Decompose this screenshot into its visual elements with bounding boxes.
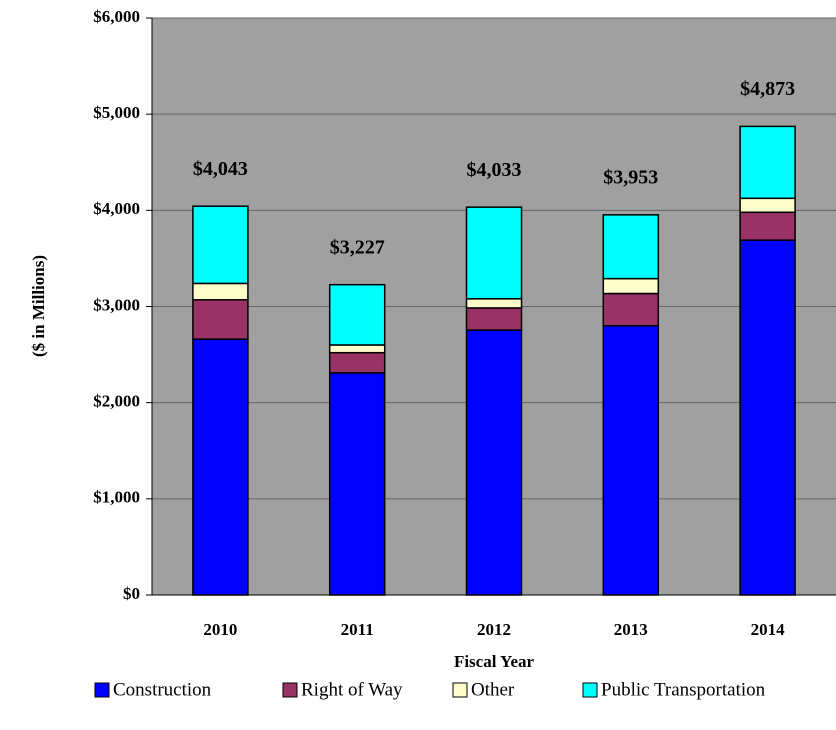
- total-label: $4,033: [467, 159, 522, 181]
- bar-segment: [192, 205, 249, 285]
- legend-label: Public Transportation: [601, 679, 766, 700]
- bar-segment: [465, 298, 523, 309]
- x-tick-label: 2013: [614, 620, 648, 639]
- total-label: $4,873: [740, 78, 795, 100]
- bar-segment: [192, 338, 249, 596]
- y-tick-label: $6,000: [93, 7, 140, 26]
- legend-swatch: [94, 682, 110, 698]
- bar-segment: [328, 372, 386, 596]
- legend-swatch: [452, 682, 468, 698]
- bar-segment: [465, 329, 523, 596]
- legend-label: Construction: [113, 679, 212, 700]
- total-label: $3,227: [330, 236, 385, 258]
- bar-segment: [739, 239, 796, 596]
- total-label: $3,953: [603, 166, 658, 188]
- bar-segment: [465, 307, 523, 331]
- bar-segment: [739, 125, 796, 200]
- x-tick-label: 2011: [341, 620, 374, 639]
- y-tick-label: $5,000: [93, 103, 140, 122]
- y-axis-title: ($ in Millions): [29, 255, 48, 357]
- bar-segment: [328, 351, 386, 374]
- bar-segment: [602, 277, 660, 295]
- x-tick-label: 2010: [203, 620, 237, 639]
- bar-segment: [465, 206, 523, 300]
- bar-segment: [328, 344, 386, 354]
- x-axis-title: Fiscal Year: [454, 652, 535, 671]
- bar-segment: [192, 299, 249, 340]
- legend-label: Other: [471, 679, 515, 700]
- y-tick-label: $3,000: [93, 295, 140, 314]
- legend-label: Right of Way: [301, 679, 403, 700]
- bar-segment: [602, 292, 660, 327]
- total-label: $4,043: [193, 158, 248, 180]
- y-tick-label: $4,000: [93, 199, 140, 218]
- y-tick-label: $0: [123, 584, 140, 603]
- bar-segment: [739, 211, 796, 241]
- x-tick-label: 2014: [751, 620, 786, 639]
- legend-swatch: [582, 682, 598, 698]
- bar-segment: [739, 197, 796, 214]
- bar-segment: [602, 214, 660, 280]
- legend-swatch: [282, 682, 298, 698]
- bar-segment: [602, 324, 660, 596]
- x-tick-label: 2012: [477, 620, 511, 639]
- bar-segment: [328, 283, 386, 346]
- y-tick-label: $2,000: [93, 392, 140, 411]
- y-tick-label: $1,000: [93, 488, 140, 507]
- bar-segment: [192, 282, 249, 301]
